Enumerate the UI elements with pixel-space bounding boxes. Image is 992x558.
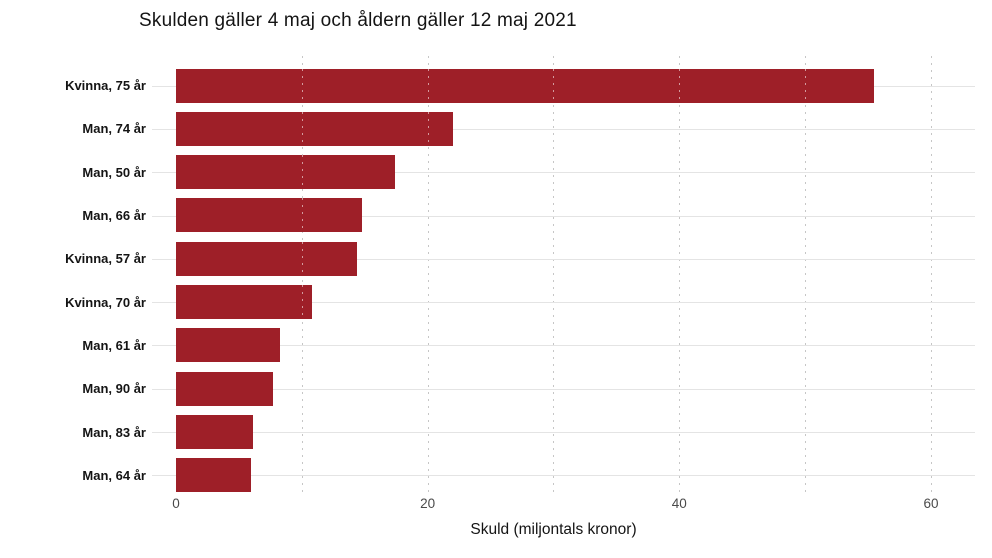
x-gridline-over-bar: [301, 285, 303, 320]
x-gridline: [805, 56, 807, 497]
bar: [176, 328, 281, 363]
x-axis-title: Skuld (miljontals kronor): [470, 521, 637, 538]
row-gridline: [152, 128, 975, 130]
bar-row: Kvinna, 70 år: [0, 280, 992, 323]
bar-row: Kvinna, 57 år: [0, 237, 992, 280]
x-gridline-over-bar: [301, 111, 303, 146]
bar: [176, 414, 253, 449]
row-gridline: [152, 432, 975, 434]
category-label: Man, 90 år: [82, 381, 146, 397]
x-tick-label: 20: [420, 496, 436, 511]
category-label: Kvinna, 70 år: [65, 294, 146, 310]
x-gridline-over-bar: [301, 155, 303, 190]
x-tick-label: 0: [172, 496, 180, 511]
x-tick-label: 60: [923, 496, 939, 511]
bar: [176, 68, 875, 103]
x-gridline: [553, 56, 555, 497]
row-gridline: [152, 172, 975, 174]
category-label: Man, 74 år: [82, 121, 146, 137]
x-gridline-over-bar: [427, 111, 429, 146]
bar: [176, 371, 273, 406]
x-gridline: [679, 56, 681, 497]
bar-row: Kvinna, 75 år: [0, 64, 992, 107]
bar-row: Man, 74 år: [0, 107, 992, 150]
category-label: Man, 61 år: [82, 337, 146, 353]
category-label: Man, 83 år: [82, 424, 146, 440]
x-gridline-over-bar: [427, 68, 429, 103]
bar-rows: Kvinna, 75 år Man, 74 år Man, 50 år Man, 66…: [0, 64, 992, 497]
row-gridline: [152, 258, 975, 260]
row-gridline: [152, 215, 975, 217]
category-label: Kvinna, 57 år: [65, 251, 146, 267]
chart-title: Skulden gäller 4 maj och åldern gäller 1…: [139, 10, 577, 31]
bar-row: Man, 66 år: [0, 194, 992, 237]
row-gridline: [152, 345, 975, 347]
bar: [176, 155, 395, 190]
bar-row: Man, 64 år: [0, 454, 992, 497]
x-gridline: [930, 56, 932, 497]
row-gridline: [152, 388, 975, 390]
x-gridline-over-bar: [805, 68, 807, 103]
bar-row: Man, 83 år: [0, 410, 992, 453]
x-gridline-over-bar: [553, 68, 555, 103]
x-gridlines: [176, 56, 975, 497]
bar-row: Man, 90 år: [0, 367, 992, 410]
x-gridline: [427, 56, 429, 497]
bar: [176, 111, 453, 146]
bar: [176, 285, 312, 320]
category-label: Man, 50 år: [82, 164, 146, 180]
row-gridline: [152, 475, 975, 477]
category-label: Man, 64 år: [82, 467, 146, 483]
row-gridline: [152, 302, 975, 304]
x-axis-tick-labels: 0 20 40 60: [172, 496, 975, 514]
x-gridline-over-bar: [679, 68, 681, 103]
bar: [176, 198, 363, 233]
category-label: Man, 66 år: [82, 208, 146, 224]
category-label: Kvinna, 75 år: [65, 78, 146, 94]
x-gridline-over-bar: [301, 198, 303, 233]
bar: [176, 458, 252, 493]
x-gridline: [301, 56, 303, 497]
x-gridline-over-bar: [301, 68, 303, 103]
x-gridline-over-bar: [301, 241, 303, 276]
bar-row: Man, 61 år: [0, 324, 992, 367]
bar: [176, 241, 358, 276]
bar-row: Man, 50 år: [0, 151, 992, 194]
x-tick-label: 40: [671, 496, 687, 511]
